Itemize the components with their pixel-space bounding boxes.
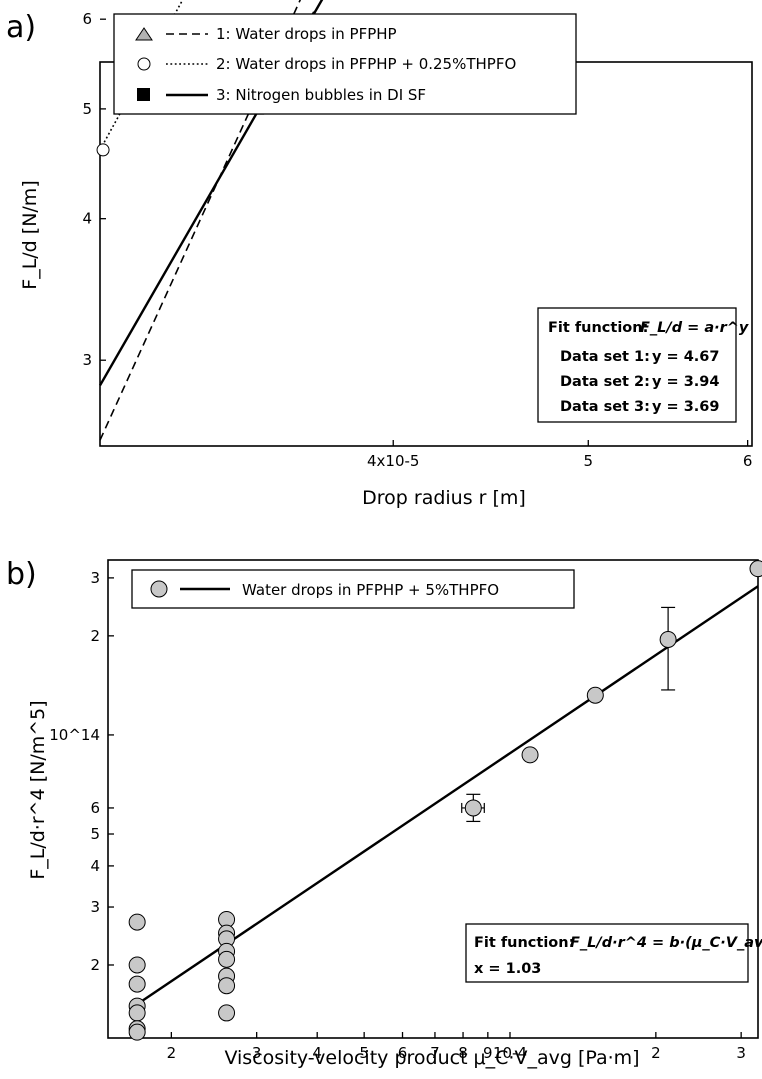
circle-marker-0-17 — [587, 687, 603, 703]
panel-a-fit-box: Fit function: F_L/d = a·r^y Data set 1: … — [538, 308, 749, 422]
circle-marker-0-19 — [750, 561, 762, 577]
circle-marker-0-11 — [219, 951, 235, 967]
x-tick-label-0: 4x10-5 — [367, 452, 419, 470]
panel-b-label: b) — [6, 557, 37, 592]
fit-box-title: Fit function: — [548, 320, 648, 336]
circle-marker-0-1 — [129, 957, 145, 973]
fit-box-b-row-1: x = 1.03 — [474, 961, 541, 977]
circle-marker-0-6 — [129, 1024, 145, 1040]
y-tick-label-1: 4 — [82, 210, 92, 228]
panel-b-y-axis-label: F_L/d·r^4 [N/m^5] — [27, 700, 49, 879]
fit-row-1-label: Data set 1: — [560, 349, 650, 365]
circle-marker-1-0 — [97, 144, 109, 156]
circle-marker-0-15 — [465, 800, 481, 816]
y-tick-label-3: 6 — [82, 10, 92, 28]
x-tick-label-2: 6 — [743, 452, 753, 470]
fit-row-2-label: Data set 2: — [560, 374, 650, 390]
panel-b-fit-box: Fit function: F_L/d·r^4 = b·(μ_C·V_avg)^… — [466, 924, 762, 982]
y-tick-label-2: 5 — [82, 100, 92, 118]
fit-row-2-value: y = 3.94 — [652, 374, 719, 390]
x-tick-label-0: 2 — [167, 1044, 177, 1062]
y-tick-label-0: 2 — [90, 956, 100, 974]
y-tick-label-3: 5 — [90, 825, 100, 843]
y-tick-label-7: 3 — [90, 569, 100, 587]
circle-marker-0-16 — [522, 747, 538, 763]
panel-a-legend: 1: Water drops in PFPHP 2: Water drops i… — [114, 14, 576, 114]
panel-a: a) 4x10-55634567810-42345 1: Water drops… — [6, 0, 759, 509]
fit-box-b-equation: F_L/d·r^4 = b·(μ_C·V_avg)^x — [570, 935, 762, 951]
panel-a-x-axis-label: Drop radius r [m] — [362, 487, 526, 509]
y-tick-label-5: 10^14 — [49, 726, 100, 744]
fit-row-1-value: y = 4.67 — [652, 349, 719, 365]
x-tick-label-9: 2 — [651, 1044, 661, 1062]
y-tick-label-4: 6 — [90, 799, 100, 817]
circle-marker-0-18 — [660, 631, 676, 647]
y-tick-label-2: 4 — [90, 857, 100, 875]
fit-box-b-title: Fit function: — [474, 935, 574, 951]
circle-marker-0-4 — [129, 1005, 145, 1021]
y-tick-label-6: 2 — [90, 627, 100, 645]
y-tick-label-1: 3 — [90, 898, 100, 916]
x-tick-label-10: 3 — [736, 1044, 746, 1062]
fit-box-equation: F_L/d = a·r^y — [640, 320, 749, 336]
legend-label-series-1: 1: Water drops in PFPHP — [216, 25, 397, 43]
circle-marker-0-0 — [129, 914, 145, 930]
legend-label-b-series: Water drops in PFPHP + 5%THPFO — [242, 581, 499, 599]
circle-marker-0-2 — [129, 976, 145, 992]
circle-marker-0-14 — [219, 1005, 235, 1021]
fit-row-3-value: y = 3.69 — [652, 399, 719, 415]
fit-row-3-label: Data set 3: — [560, 399, 650, 415]
panel-a-y-axis-label: F_L/d [N/m] — [19, 180, 41, 289]
panel-b-legend: Water drops in PFPHP + 5%THPFO — [132, 570, 574, 608]
panel-b-x-axis-label: Viscosity-velocity product μ_C·V_avg [Pa… — [224, 1047, 639, 1069]
legend-square-marker — [137, 88, 150, 101]
panel-a-label: a) — [6, 10, 36, 45]
y-tick-label-0: 3 — [82, 351, 92, 369]
legend-grey-circle-marker — [151, 581, 167, 597]
legend-circle-marker — [138, 58, 150, 70]
circle-marker-0-13 — [219, 978, 235, 994]
legend-label-series-3: 3: Nitrogen bubbles in DI SF — [216, 86, 426, 104]
legend-label-series-2: 2: Water drops in PFPHP + 0.25%THPFO — [216, 55, 516, 73]
x-tick-label-1: 5 — [584, 452, 594, 470]
